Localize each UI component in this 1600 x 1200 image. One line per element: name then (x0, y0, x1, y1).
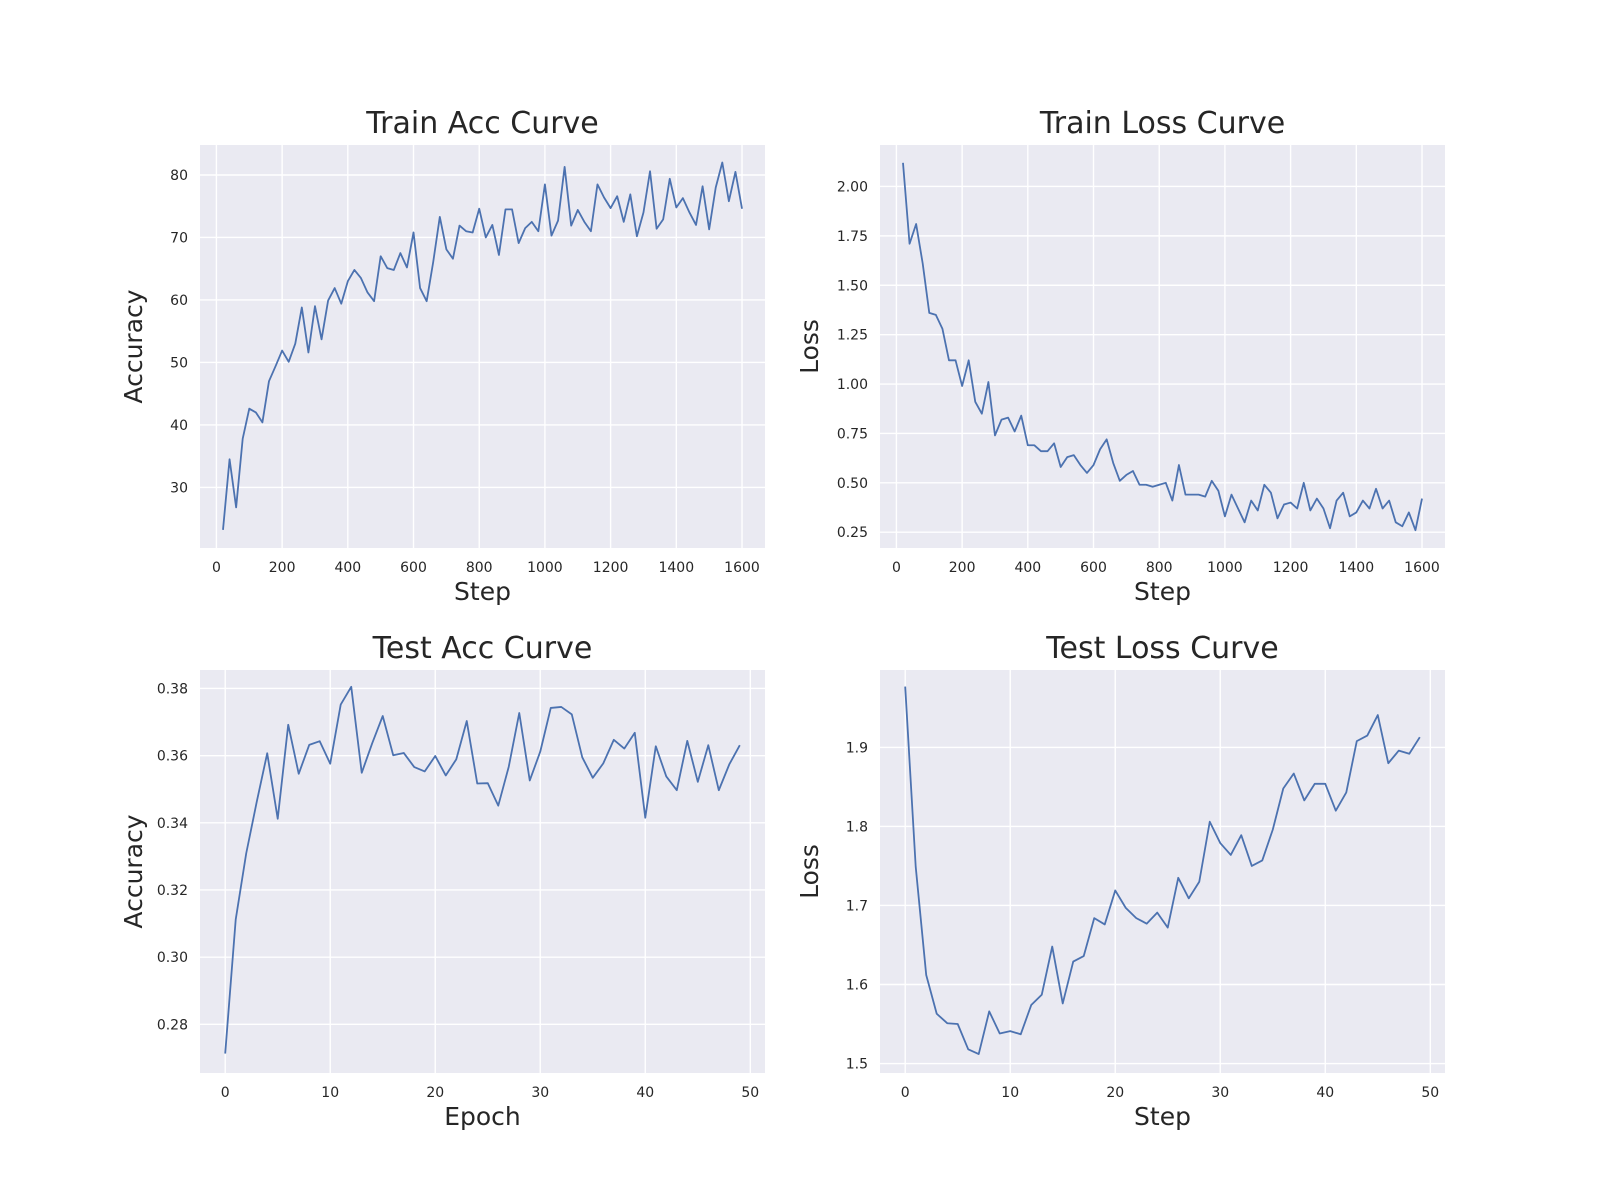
y-tick-label: 0.75 (837, 426, 868, 442)
y-tick-label: 70 (170, 230, 188, 246)
y-tick-label: 1.00 (837, 377, 868, 393)
x-tick-label: 0 (901, 1085, 910, 1101)
y-tick-label: 1.50 (837, 278, 868, 294)
chart-title: Train Loss Curve (1039, 106, 1285, 141)
chart-panel-3: 0 10 20 30 40 50 0.28 0.30 0.32 0.34 0.36 0.38 Test … (119, 631, 765, 1131)
x-tick-label: 30 (1211, 1085, 1229, 1101)
x-tick-label: 200 (949, 560, 976, 576)
series-line-1 (222, 161, 743, 530)
y-tick-label: 30 (170, 480, 188, 496)
y-tick-label: 1.9 (846, 740, 868, 756)
x-tick-label: 20 (426, 1085, 444, 1101)
x-tick-label: 0 (892, 560, 901, 576)
y-tick-label: 60 (170, 293, 188, 309)
x-tick-label: 1200 (593, 560, 629, 576)
x-tick-label: 50 (1421, 1085, 1439, 1101)
y-tick-label: 1.25 (837, 328, 868, 344)
series-line-1 (902, 162, 1423, 532)
chart-title: Test Acc Curve (372, 631, 593, 666)
y-tick-label: 0.28 (157, 1017, 188, 1033)
y-tick-label: 40 (170, 418, 188, 434)
plot-area (200, 670, 765, 1073)
x-tick-label: 1400 (658, 560, 694, 576)
chart-title: Train Acc Curve (365, 106, 599, 141)
x-tick-label: 30 (531, 1085, 549, 1101)
x-tick-label: 1000 (1207, 560, 1243, 576)
y-axis-label: Loss (795, 844, 824, 899)
x-tick-label: 1400 (1338, 560, 1374, 576)
y-tick-label: 1.75 (837, 229, 868, 245)
x-axis-label: Epoch (444, 1102, 521, 1131)
series-line-1 (224, 685, 741, 1054)
y-tick-label: 1.5 (846, 1057, 868, 1073)
y-tick-label: 50 (170, 355, 188, 371)
x-tick-label: 400 (1014, 560, 1041, 576)
chart-title: Test Loss Curve (1045, 631, 1278, 666)
plot-area (880, 145, 1445, 548)
y-tick-label: 0.50 (837, 476, 868, 492)
x-tick-label: 800 (466, 560, 493, 576)
x-tick-label: 40 (1316, 1085, 1334, 1101)
y-tick-label: 1.8 (846, 819, 868, 835)
plot-area (880, 670, 1445, 1073)
x-tick-label: 0 (221, 1085, 230, 1101)
chart-panel-1: 0 200 400 600 800 1000 1200 1400 1600 30 40 50 60 70 8… (119, 106, 765, 606)
x-tick-label: 50 (741, 1085, 759, 1101)
x-tick-label: 800 (1146, 560, 1173, 576)
x-tick-label: 0 (212, 560, 221, 576)
y-tick-label: 0.30 (157, 950, 188, 966)
y-axis-label: Accuracy (119, 814, 148, 928)
y-tick-label: 0.38 (157, 681, 188, 697)
y-tick-label: 0.34 (157, 816, 188, 832)
y-tick-label: 80 (170, 168, 188, 184)
y-axis-label: Loss (795, 319, 824, 374)
x-axis-label: Step (1134, 1102, 1191, 1131)
x-tick-label: 400 (334, 560, 361, 576)
y-tick-label: 1.6 (846, 977, 868, 993)
x-tick-label: 20 (1106, 1085, 1124, 1101)
x-tick-label: 10 (1001, 1085, 1019, 1101)
chart-panel-4: 0 10 20 30 40 50 1.5 1.6 1.7 1.8 1.9 Test Loss Curv… (795, 631, 1445, 1131)
y-tick-label: 0.36 (157, 749, 188, 765)
x-tick-label: 10 (321, 1085, 339, 1101)
x-tick-label: 1000 (527, 560, 563, 576)
x-tick-label: 200 (269, 560, 296, 576)
y-tick-label: 2.00 (837, 179, 868, 195)
chart-panel-2: 0 200 400 600 800 1000 1200 1400 1600 0.25 0.50 0.7… (795, 106, 1445, 606)
x-tick-label: 1600 (1404, 560, 1440, 576)
y-tick-label: 0.32 (157, 883, 188, 899)
x-tick-label: 40 (636, 1085, 654, 1101)
y-tick-label: 1.7 (846, 898, 868, 914)
x-tick-label: 1600 (724, 560, 760, 576)
series-line-1 (904, 686, 1421, 1055)
x-tick-label: 600 (1080, 560, 1107, 576)
x-axis-label: Step (1134, 577, 1191, 606)
y-tick-label: 0.25 (837, 525, 868, 541)
x-axis-label: Step (454, 577, 511, 606)
x-tick-label: 600 (400, 560, 427, 576)
x-tick-label: 1200 (1273, 560, 1309, 576)
y-axis-label: Accuracy (119, 289, 148, 403)
